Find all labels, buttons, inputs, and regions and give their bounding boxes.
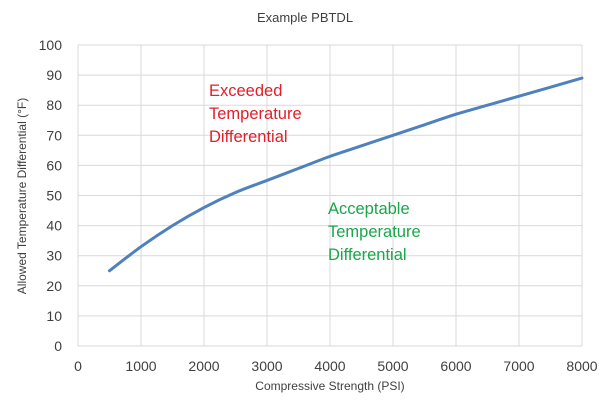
y-tick-label: 0 [54, 338, 62, 354]
series-line [108, 76, 584, 273]
y-tick-label: 70 [46, 127, 62, 143]
y-tick-label: 40 [46, 218, 62, 234]
annotation-text: Differential [328, 246, 407, 264]
y-tick-label: 90 [46, 67, 62, 83]
x-tick-label: 3000 [251, 358, 282, 374]
y-tick-label: 60 [46, 157, 62, 173]
y-tick-label: 10 [46, 308, 62, 324]
x-axis-label: Compressive Strength (PSI) [255, 379, 404, 393]
x-tick-label: 1000 [125, 358, 156, 374]
x-tick-label: 6000 [440, 358, 471, 374]
x-tick-layer: 0 1000 2000 3000 4000 5000 6000 7000 8000 [74, 358, 598, 374]
x-tick-label: 0 [74, 358, 82, 374]
grid-layer [77, 44, 583, 347]
y-axis-label: Allowed Temperature Differential (°F) [15, 98, 29, 294]
x-tick-label: 7000 [503, 358, 534, 374]
annotation-text: Temperature [209, 105, 302, 123]
chart-title: Example PBTDL [257, 10, 353, 25]
y-tick-label: 100 [39, 37, 63, 53]
x-tick-label: 4000 [314, 358, 345, 374]
annotation-text: Temperature [328, 223, 421, 241]
y-tick-label: 80 [46, 97, 62, 113]
x-tick-label: 2000 [188, 358, 219, 374]
series-layer [108, 76, 584, 273]
annotation-text: Exceeded [209, 82, 282, 100]
y-tick-layer: 0 10 20 30 40 50 60 70 80 90 100 [39, 37, 63, 354]
annotation-text: Acceptable [328, 200, 410, 218]
y-tick-label: 50 [46, 188, 62, 204]
x-tick-label: 8000 [566, 358, 597, 374]
y-tick-label: 30 [46, 248, 62, 264]
annotation-layer: Exceeded Temperature Differential Acceptabl… [209, 82, 421, 264]
annotation-text: Differential [209, 128, 288, 146]
y-tick-label: 20 [46, 278, 62, 294]
x-tick-label: 5000 [377, 358, 408, 374]
